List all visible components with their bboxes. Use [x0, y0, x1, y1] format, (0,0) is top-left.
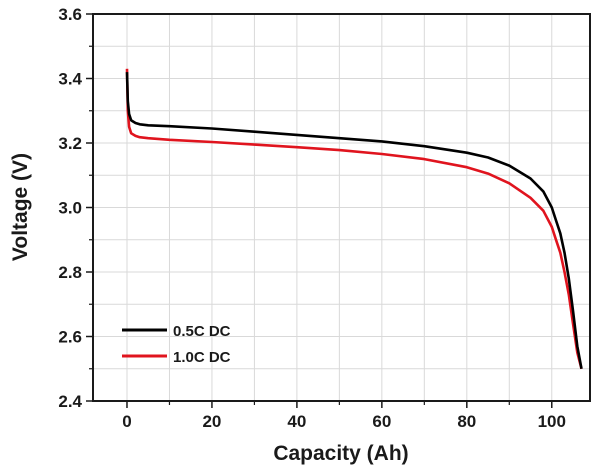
x-tick-labels: 0 20 40 60 80 100 — [122, 412, 566, 431]
x-tick-label: 40 — [287, 412, 306, 431]
series-line-1 — [125, 68, 583, 370]
ticks — [86, 13, 553, 408]
x-tick-label: 20 — [202, 412, 221, 431]
y-tick-label: 2.8 — [58, 263, 82, 282]
x-tick-label: 0 — [122, 412, 131, 431]
y-tick-label: 3.6 — [58, 5, 82, 24]
y-tick-label: 2.6 — [58, 328, 82, 347]
y-tick-label: 3.2 — [58, 134, 82, 153]
y-tick-label: 2.4 — [58, 392, 82, 411]
series-layer — [125, 68, 583, 370]
x-tick-label: 60 — [372, 412, 391, 431]
y-tick-labels: 2.4 2.6 2.8 3.0 3.2 3.4 3.6 — [58, 5, 82, 411]
y-tick-label: 3.0 — [58, 199, 82, 218]
x-tick-label: 100 — [538, 412, 566, 431]
x-axis-title: Capacity (Ah) — [273, 442, 408, 465]
x-tick-label: 80 — [457, 412, 476, 431]
y-axis-title: Voltage (V) — [9, 153, 32, 261]
legend-label-1: 1.0C DC — [173, 349, 231, 366]
legend: 0.5C DC 1.0C DC — [122, 323, 231, 366]
legend-label-0: 0.5C DC — [173, 323, 231, 340]
y-tick-label: 3.4 — [58, 70, 82, 89]
series-line-0 — [125, 72, 583, 370]
